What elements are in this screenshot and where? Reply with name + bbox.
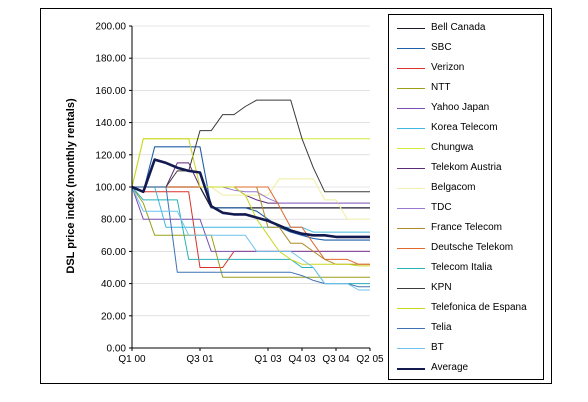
- y-tick-label: 20.00: [101, 311, 126, 322]
- legend-label: Verizon: [431, 62, 465, 73]
- series-line-sbc: [131, 146, 370, 241]
- series-line-bt: [131, 186, 370, 291]
- legend: Bell Canada SBC Verizon NTT Yahoo Japan Korea…: [388, 14, 544, 380]
- legend-label: Korea Telecom: [431, 122, 498, 133]
- x-tick-label: Q3 01: [186, 354, 214, 365]
- legend-item-telefonica-de-espana: Telefonica de Espana: [389, 299, 545, 319]
- y-tick-label: 100.00: [95, 183, 126, 194]
- series-line-yahoo-japan: [131, 186, 370, 252]
- legend-swatch: [397, 208, 425, 209]
- legend-label: Average: [431, 362, 469, 373]
- y-gridlines: [132, 25, 370, 317]
- x-tick-label: Q4 03: [288, 354, 316, 365]
- legend-label: SBC: [431, 42, 452, 53]
- y-tick-labels: 0.00 20.00 40.00 60.00 80.00 100.00 120.00 140.…: [95, 22, 132, 355]
- legend-swatch: [397, 128, 425, 129]
- x-tick-labels: Q1 00 Q3 01 Q1 03 Q4 03 Q3 04 Q2 05: [118, 348, 384, 365]
- legend-label: Yahoo Japan: [431, 102, 490, 113]
- series-lines: [131, 99, 370, 291]
- legend-item-korea-telecom: Korea Telecom: [389, 119, 545, 139]
- legend-swatch: [397, 328, 425, 329]
- series-line-kpn: [132, 99, 370, 193]
- legend-item-yahoo-japan: Yahoo Japan: [389, 99, 545, 119]
- series-line-deutsche-telekom: [132, 186, 370, 265]
- legend-item-tdc: TDC: [389, 199, 545, 219]
- y-tick-label: 0.00: [107, 344, 127, 355]
- legend-swatch: [397, 168, 425, 169]
- legend-label: Telekom Austria: [431, 162, 502, 173]
- legend-label: NTT: [431, 82, 451, 93]
- legend-swatch: [397, 108, 425, 109]
- legend-swatch: [397, 228, 425, 229]
- y-tick-label: 80.00: [101, 215, 126, 226]
- y-tick-label: 180.00: [95, 54, 126, 65]
- legend-swatch: [397, 368, 425, 370]
- x-tick-label: Q3 04: [322, 354, 350, 365]
- x-tick-label: Q1 03: [254, 354, 282, 365]
- legend-item-france-telecom: France Telecom: [389, 219, 545, 239]
- legend-label: Telecom Italia: [431, 262, 493, 273]
- legend-item-belgacom: Belgacom: [389, 179, 545, 199]
- series-line-ntt: [131, 186, 370, 278]
- legend-swatch: [397, 268, 425, 269]
- legend-label: Bell Canada: [431, 22, 486, 33]
- legend-swatch: [397, 68, 425, 69]
- legend-label: Deutsche Telekom: [431, 242, 514, 253]
- legend-label: France Telecom: [431, 222, 502, 233]
- y-axis-label: DSL price index (monthly rentals): [65, 98, 77, 274]
- legend-label: Telia: [431, 322, 452, 333]
- legend-item-verizon: Verizon: [389, 59, 545, 79]
- series-line-average: [131, 158, 370, 239]
- legend-label: KPN: [431, 282, 452, 293]
- y-tick-label: 40.00: [101, 279, 126, 290]
- series-line-telefonica-de-espana: [131, 138, 370, 267]
- legend-swatch: [397, 48, 425, 49]
- legend-item-deutsche-telekom: Deutsche Telekom: [389, 239, 545, 259]
- legend-swatch: [397, 348, 425, 349]
- y-tick-label: 160.00: [95, 86, 126, 97]
- legend-item-kpn: KPN: [389, 279, 545, 299]
- legend-item-chungwa: Chungwa: [389, 139, 545, 159]
- legend-item-telekom-austria: Telekom Austria: [389, 159, 545, 179]
- x-tick-label: Q1 00: [118, 354, 146, 365]
- legend-swatch: [397, 148, 425, 149]
- legend-item-bt: BT: [389, 339, 545, 359]
- x-tick-label: Q2 05: [356, 354, 384, 365]
- legend-item-bell-canada: Bell Canada: [389, 19, 545, 39]
- legend-swatch: [397, 88, 425, 89]
- legend-item-sbc: SBC: [389, 39, 545, 59]
- legend-item-ntt: NTT: [389, 79, 545, 99]
- legend-label: Chungwa: [431, 142, 474, 153]
- legend-item-telia: Telia: [389, 319, 545, 339]
- legend-item-average: Average: [389, 359, 545, 379]
- y-tick-label: 60.00: [101, 247, 126, 258]
- y-tick-label: 120.00: [95, 150, 126, 161]
- legend-swatch: [397, 188, 425, 189]
- legend-label: TDC: [431, 202, 452, 213]
- y-tick-label: 200.00: [95, 22, 126, 33]
- legend-swatch: [397, 248, 425, 249]
- legend-swatch: [397, 308, 425, 309]
- legend-label: Belgacom: [431, 182, 476, 193]
- legend-swatch: [397, 28, 425, 29]
- legend-label: BT: [431, 342, 444, 353]
- legend-swatch: [397, 288, 425, 289]
- y-tick-label: 140.00: [95, 118, 126, 129]
- legend-label: Telefonica de Espana: [431, 302, 527, 313]
- legend-item-telecom-italia: Telecom Italia: [389, 259, 545, 279]
